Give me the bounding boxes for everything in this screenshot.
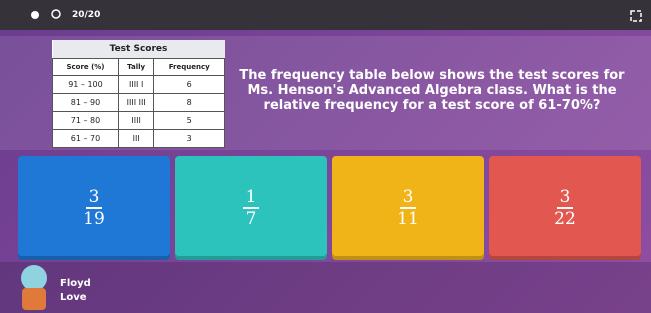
table-cell: IIII III <box>117 92 155 112</box>
table-row: 81 – 90 IIII III 8 <box>52 92 225 112</box>
progress: 20/20 <box>72 10 101 20</box>
player-name: Floyd <box>60 278 91 289</box>
column-header: Tally <box>117 58 155 76</box>
table-cell: III <box>117 128 155 149</box>
fraction: 3 22 <box>554 187 576 229</box>
table-title: Test Scores <box>52 40 225 59</box>
table-cell: 8 <box>153 92 225 112</box>
denominator: 7 <box>245 209 257 229</box>
fraction: 3 11 <box>397 187 419 229</box>
question-text: The frequency table below shows the test… <box>239 68 625 113</box>
denominator: 19 <box>83 209 105 229</box>
table-cell: 71 – 80 <box>52 110 119 130</box>
top-bar: 20/20 <box>0 0 651 30</box>
player-bar: Floyd Love <box>0 262 651 313</box>
table-cell: IIII I <box>117 74 155 94</box>
table-row: 61 – 70 III 3 <box>52 128 225 149</box>
table-cell: IIII <box>117 110 155 130</box>
table-header-row: Score (%) Tally Frequency <box>52 58 225 76</box>
numerator: 1 <box>242 187 260 209</box>
table-cell: 3 <box>153 128 225 149</box>
denominator: 11 <box>397 209 419 229</box>
settings-icon[interactable] <box>31 11 39 19</box>
answer-option[interactable]: 3 22 <box>489 156 641 260</box>
numerator: 3 <box>399 187 417 209</box>
frequency-table: Test Scores Score (%) Tally Frequency 91 – 1… <box>52 40 225 149</box>
fullscreen-icon[interactable] <box>630 10 642 22</box>
table-cell: 81 – 90 <box>52 92 119 112</box>
icons <box>31 9 642 22</box>
zoom-icon[interactable] <box>51 9 61 19</box>
table-cell: 6 <box>153 74 225 94</box>
numerator: 3 <box>85 187 103 209</box>
denominator: 22 <box>554 209 576 229</box>
table-cell: 91 – 100 <box>52 74 119 94</box>
answer-option[interactable]: 3 11 <box>332 156 484 260</box>
table-title-row: Test Scores <box>52 40 225 59</box>
answer-option[interactable]: 3 19 <box>18 156 170 260</box>
table-row: 71 – 80 IIII 5 <box>52 110 225 130</box>
player-status: Love <box>60 292 87 303</box>
column-header: Frequency <box>153 58 225 76</box>
table-cell: 61 – 70 <box>52 128 119 149</box>
avatar <box>21 265 47 310</box>
fraction: 3 19 <box>83 187 105 229</box>
column-header: Score (%) <box>52 58 119 76</box>
table-cell: 5 <box>153 110 225 130</box>
numerator: 3 <box>556 187 574 209</box>
